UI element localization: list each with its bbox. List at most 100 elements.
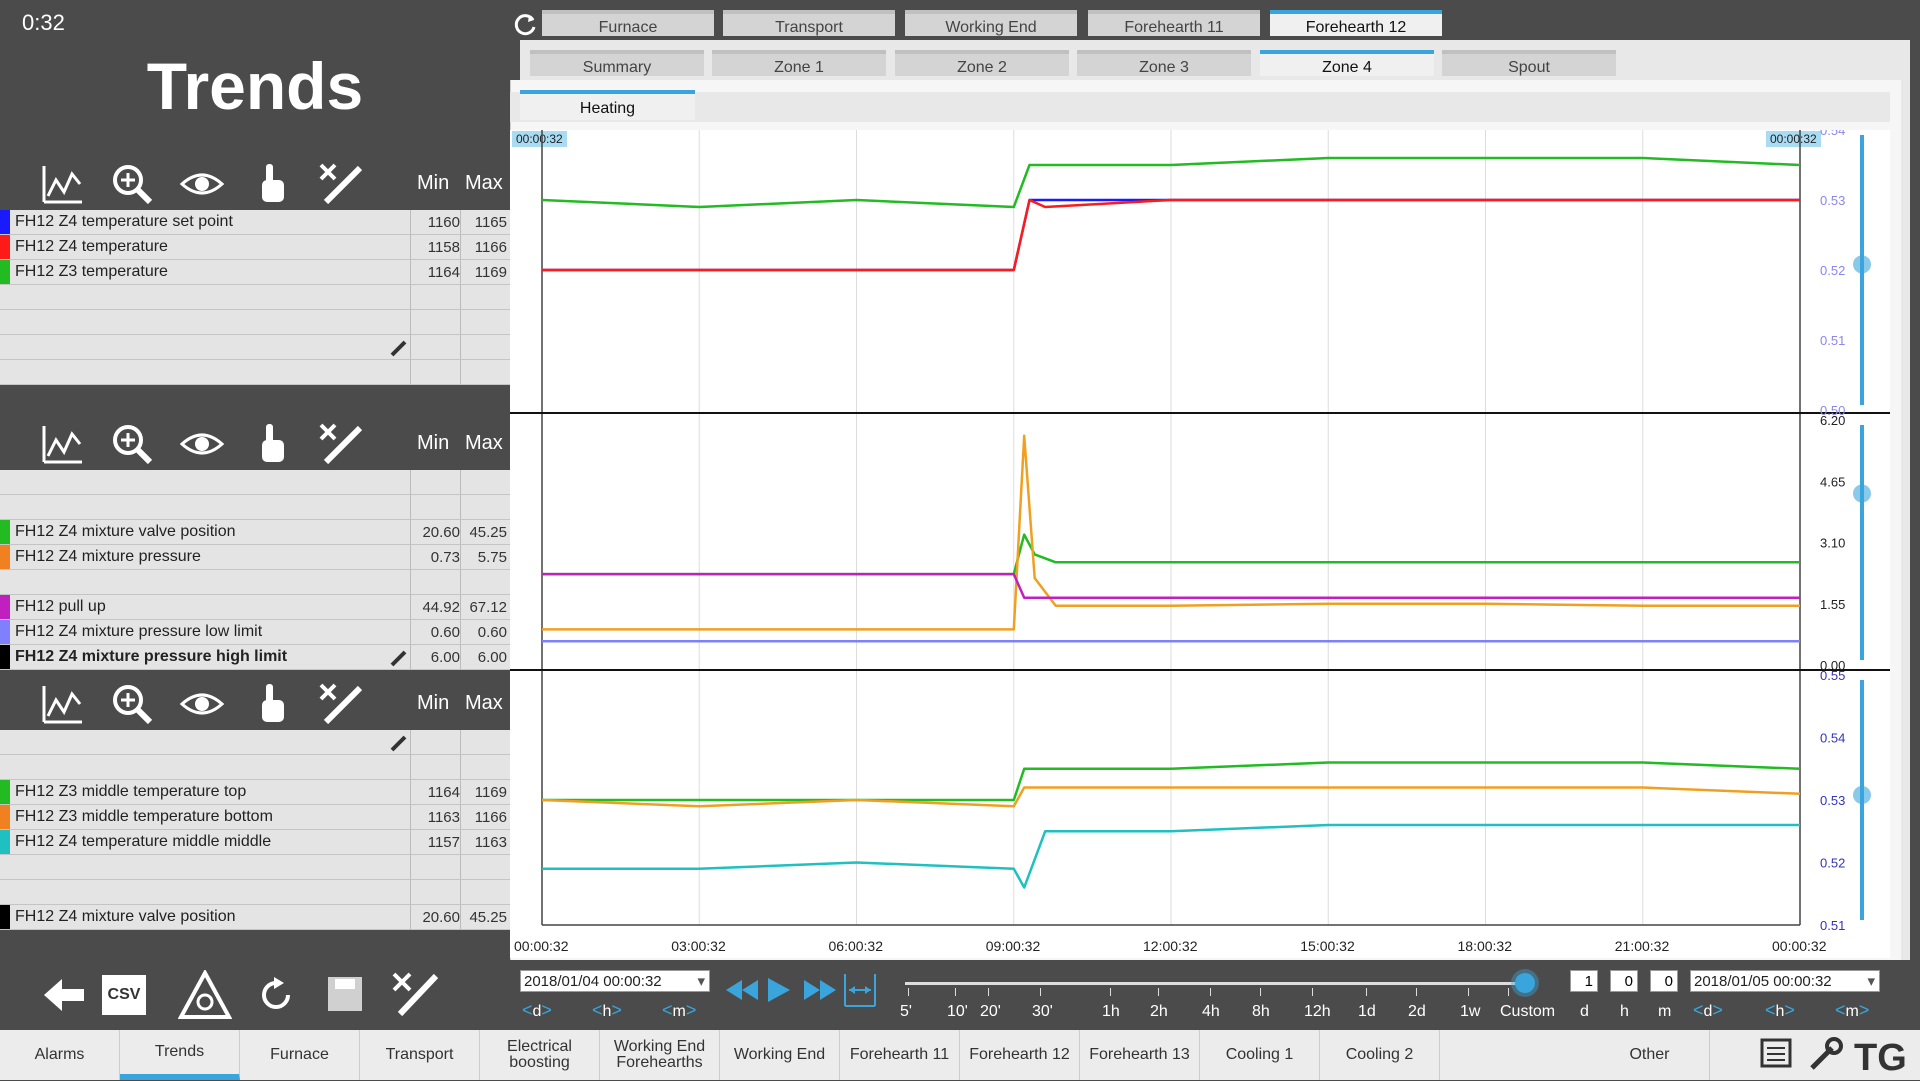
chart-icon[interactable] <box>40 162 84 206</box>
chart-icon[interactable] <box>40 682 84 726</box>
calendar-dropdown-icon[interactable]: ▾ <box>1867 973 1875 990</box>
date-start-field[interactable]: 2018/01/04 00:00:32 ▾ <box>520 970 710 992</box>
trend-row[interactable]: FH12 Z4 temperature 1158 1166 <box>0 235 510 260</box>
hand-pointer-icon[interactable] <box>250 422 294 466</box>
end-hour-stepper[interactable]: <h> <box>1765 1000 1795 1020</box>
trend-row[interactable]: FH12 Z4 mixture pressure 0.73 5.75 <box>0 545 510 570</box>
end-minute-stepper[interactable]: <m> <box>1835 1000 1870 1020</box>
scale-label[interactable]: 12h <box>1304 1003 1331 1020</box>
tab-furnace[interactable]: Furnace <box>542 10 714 36</box>
scale-label[interactable]: Custom <box>1500 1003 1556 1020</box>
hand-pointer-icon[interactable] <box>250 682 294 726</box>
fit-range-icon[interactable] <box>842 972 878 1008</box>
trend-row[interactable] <box>0 335 510 360</box>
nav-item[interactable]: Cooling 2 <box>1320 1030 1440 1080</box>
range-minutes-input[interactable]: 0 <box>1650 970 1678 992</box>
time-scale-slider-handle[interactable] <box>1515 973 1535 993</box>
nav-item[interactable]: Electrical boosting <box>480 1030 600 1080</box>
nav-item[interactable]: Forehearth 13 <box>1080 1030 1200 1080</box>
end-day-stepper[interactable]: <d> <box>1693 1000 1723 1020</box>
calendar-dropdown-icon[interactable]: ▾ <box>697 973 705 990</box>
trend-row[interactable]: FH12 Z4 mixture pressure low limit 0.60 0.… <box>0 620 510 645</box>
zoom-in-icon[interactable] <box>110 422 154 466</box>
edit-pencil-icon[interactable] <box>390 649 408 667</box>
tab-summary[interactable]: Summary <box>530 50 704 76</box>
scale-label[interactable]: 1h <box>1102 1003 1120 1020</box>
clear-pen-icon[interactable] <box>390 970 440 1018</box>
tab-forehearth-11[interactable]: Forehearth 11 <box>1088 10 1260 36</box>
scale-label[interactable]: 1d <box>1358 1003 1376 1020</box>
clear-pen-icon[interactable] <box>318 162 363 206</box>
scale-label[interactable]: 30' <box>1032 1003 1053 1020</box>
trend-row[interactable]: FH12 Z4 mixture valve position 20.60 45.25 <box>0 520 510 545</box>
zoom-in-icon[interactable] <box>110 162 154 206</box>
time-scale-slider[interactable] <box>905 982 1525 985</box>
clear-pen-icon[interactable] <box>318 682 363 726</box>
trend-row[interactable] <box>0 855 510 880</box>
trend-row[interactable] <box>0 310 510 335</box>
nav-item[interactable]: Other <box>1590 1030 1710 1080</box>
range-hours-input[interactable]: 0 <box>1610 970 1638 992</box>
tab-zone-3[interactable]: Zone 3 <box>1077 50 1251 76</box>
trend-row[interactable] <box>0 755 510 780</box>
nav-item[interactable]: Working End <box>720 1030 840 1080</box>
edit-pencil-icon[interactable] <box>390 339 408 357</box>
trend-row[interactable]: FH12 Z3 temperature 1164 1169 <box>0 260 510 285</box>
trend-row[interactable]: FH12 Z4 mixture valve position 20.60 45.25 <box>0 905 510 930</box>
eye-icon[interactable] <box>179 162 225 206</box>
hand-pointer-icon[interactable] <box>250 162 294 206</box>
eye-icon[interactable] <box>179 422 225 466</box>
chart-icon[interactable] <box>40 422 84 466</box>
nav-item[interactable]: Furnace <box>240 1030 360 1080</box>
tab-forehearth-12[interactable]: Forehearth 12 <box>1270 10 1442 36</box>
play-icon[interactable] <box>764 976 792 1004</box>
scale-label[interactable]: 2d <box>1408 1003 1426 1020</box>
nav-item[interactable]: Alarms <box>0 1030 120 1080</box>
edit-pencil-icon[interactable] <box>390 734 408 752</box>
nav-item[interactable]: Cooling 1 <box>1200 1030 1320 1080</box>
scale-label[interactable]: 2h <box>1150 1003 1168 1020</box>
wrench-icon[interactable] <box>1806 1036 1844 1074</box>
tab-heating[interactable]: Heating <box>520 90 695 120</box>
trend-row[interactable] <box>0 880 510 905</box>
reset-icon[interactable] <box>256 975 296 1015</box>
save-icon[interactable] <box>326 975 364 1013</box>
report-icon[interactable] <box>1756 1036 1796 1074</box>
fast-forward-icon[interactable] <box>802 978 838 1002</box>
start-minute-stepper[interactable]: <m> <box>662 1000 697 1020</box>
tab-transport[interactable]: Transport <box>723 10 895 36</box>
scale-label[interactable]: 4h <box>1202 1003 1220 1020</box>
trend-row[interactable] <box>0 470 510 495</box>
nav-item[interactable]: Forehearth 11 <box>840 1030 960 1080</box>
trend-row[interactable]: FH12 Z4 temperature set point 1160 1165 <box>0 210 510 235</box>
scale-label[interactable]: 8h <box>1252 1003 1270 1020</box>
scale-label[interactable]: 20' <box>980 1003 1001 1020</box>
trend-row[interactable] <box>0 570 510 595</box>
trend-row[interactable] <box>0 285 510 310</box>
start-hour-stepper[interactable]: <h> <box>592 1000 622 1020</box>
nav-item[interactable]: Working End Forehearths <box>600 1030 720 1080</box>
trend-row[interactable]: FH12 pull up 44.92 67.12 <box>0 595 510 620</box>
trend-row[interactable] <box>0 360 510 385</box>
clear-pen-icon[interactable] <box>318 422 363 466</box>
eye-icon[interactable] <box>179 682 225 726</box>
range-days-input[interactable]: 1 <box>1570 970 1598 992</box>
nav-item[interactable]: Transport <box>360 1030 480 1080</box>
refresh-icon[interactable] <box>512 12 538 38</box>
trend-row[interactable] <box>0 730 510 755</box>
scale-label[interactable]: 5' <box>900 1003 912 1020</box>
zoom-in-icon[interactable] <box>110 682 154 726</box>
scale-label[interactable]: 1w <box>1460 1003 1481 1020</box>
trend-row[interactable]: FH12 Z4 temperature middle middle 1157 116… <box>0 830 510 855</box>
alarm-triangle-icon[interactable] <box>177 968 233 1020</box>
trend-row[interactable]: FH12 Z3 middle temperature top 1164 1169 <box>0 780 510 805</box>
start-day-stepper[interactable]: <d> <box>522 1000 552 1020</box>
csv-export-button[interactable]: CSV <box>102 975 146 1015</box>
rewind-icon[interactable] <box>724 978 760 1002</box>
tab-zone-4[interactable]: Zone 4 <box>1260 50 1434 76</box>
tab-zone-2[interactable]: Zone 2 <box>895 50 1069 76</box>
scale-label[interactable]: 10' <box>947 1003 968 1020</box>
trend-row[interactable]: FH12 Z4 mixture pressure high limit 6.00 6… <box>0 645 510 670</box>
date-end-field[interactable]: 2018/01/05 00:00:32 ▾ <box>1690 970 1880 992</box>
trend-row[interactable] <box>0 495 510 520</box>
